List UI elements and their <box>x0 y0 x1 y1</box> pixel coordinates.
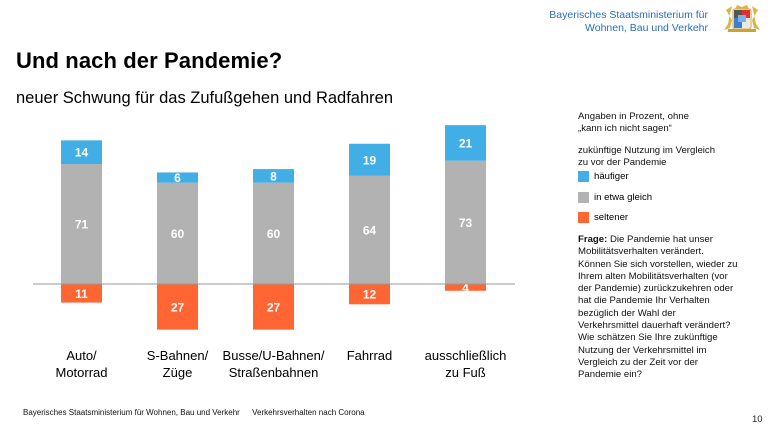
category-label: Busse/U-Bahnen/Straßenbahnen <box>214 347 334 381</box>
data-label: 27 <box>267 300 281 314</box>
legend-label: seltener <box>594 212 629 223</box>
bar-segment-seltener-2 <box>253 284 294 330</box>
data-note-line-2: „kann ich nicht sagen“ <box>578 123 672 135</box>
data-label: 64 <box>363 223 377 237</box>
legend-title-line-2: zu vor der Pandemie <box>578 157 667 169</box>
data-label: 60 <box>171 227 185 241</box>
legend-label: häufiger <box>594 171 629 182</box>
page-number: 10 <box>752 414 763 425</box>
footer: Bayerisches Staatsministerium für Wohnen… <box>23 408 365 417</box>
footer-topic: Verkehrsverhalten nach Corona <box>252 408 365 417</box>
ministry-line-2: Wohnen, Bau und Verkehr <box>585 22 708 34</box>
ministry-name: Bayerisches Staatsministerium für Wohnen… <box>549 9 708 35</box>
bar-segment-häufiger-0 <box>61 140 102 165</box>
question-text: Die Pandemie hat unser Mobilitätsverhalt… <box>578 234 738 381</box>
data-note: Angaben in Prozent, ohne „kann ich nicht… <box>578 111 689 136</box>
legend-label: in etwa gleich <box>594 192 653 203</box>
bar-segment-seltener-3 <box>349 284 390 305</box>
bar-segment-häufiger-4 <box>445 125 486 161</box>
legend-title-line-1: zukünftige Nutzung im Vergleich <box>578 145 716 156</box>
bar-segment-häufiger-3 <box>349 143 390 176</box>
bar-segment-seltener-4 <box>445 284 486 291</box>
question-label: Frage: <box>578 234 608 245</box>
legend-swatch-haeufiger <box>578 171 589 182</box>
data-label: 12 <box>363 288 377 302</box>
data-label: 73 <box>459 216 473 230</box>
bar-segment-seltener-1 <box>157 284 198 330</box>
category-label-line: ausschließlich <box>424 348 507 363</box>
data-label: 71 <box>75 218 89 232</box>
bar-segment-seltener-0 <box>61 284 102 303</box>
category-label: Auto/Motorrad <box>22 347 142 381</box>
category-label-line: Auto/ <box>66 348 97 363</box>
legend-item-gleich: in etwa gleich <box>578 192 652 203</box>
coat-of-arms-icon <box>724 5 760 32</box>
category-label: S-Bahnen/Züge <box>118 347 238 381</box>
bar-segment-häufiger-2 <box>253 169 294 183</box>
legend-title: zukünftige Nutzung im Vergleich zu vor d… <box>578 145 715 170</box>
category-label-line: zu Fuß <box>445 365 486 380</box>
bar-segment-in-etwa-gleich-3 <box>349 175 390 284</box>
bar-segment-in-etwa-gleich-0 <box>61 164 102 284</box>
page-title: Und nach der Pandemie? <box>16 48 283 73</box>
data-label: 19 <box>363 153 377 167</box>
legend-item-seltener: seltener <box>578 212 628 223</box>
data-note-line-1: Angaben in Prozent, ohne <box>578 111 689 122</box>
page-subtitle: neuer Schwung für das Zufußgehen und Rad… <box>16 89 394 107</box>
category-label-line: S-Bahnen/ <box>146 348 209 363</box>
footer-organization: Bayerisches Staatsministerium für Wohnen… <box>23 408 240 417</box>
data-label: 4 <box>462 281 469 295</box>
survey-question: Frage: Die Pandemie hat unser Mobilitäts… <box>578 234 738 382</box>
data-label: 27 <box>171 300 185 314</box>
category-label-line: Fahrrad <box>346 348 393 363</box>
data-label: 8 <box>270 169 277 183</box>
bar-segment-häufiger-1 <box>157 172 198 183</box>
bar-segment-in-etwa-gleich-4 <box>445 160 486 284</box>
category-label-line: Busse/U-Bahnen/ <box>222 348 325 363</box>
data-label: 14 <box>75 146 89 160</box>
ministry-line-1: Bayerisches Staatsministerium für <box>549 9 708 21</box>
category-label: Fahrrad <box>310 347 430 381</box>
data-label: 60 <box>267 227 281 241</box>
data-label: 21 <box>459 136 473 150</box>
stacked-bar-chart: 71 14 11 60 6 27 60 8 27 64 19 12 73 21 4 <box>33 125 515 330</box>
category-label-line: Motorrad <box>55 365 108 380</box>
data-label: 11 <box>75 287 88 301</box>
bar-segment-in-etwa-gleich-2 <box>253 182 294 284</box>
legend-swatch-seltener <box>578 212 589 223</box>
legend-item-haeufiger: häufiger <box>578 171 629 182</box>
category-label-line: Straßenbahnen <box>228 365 319 380</box>
legend-swatch-gleich <box>578 192 589 203</box>
data-label: 6 <box>174 171 181 185</box>
category-label-line: Züge <box>162 365 193 380</box>
bar-segment-in-etwa-gleich-1 <box>157 182 198 284</box>
category-label: ausschließlich zu Fuß <box>406 347 526 381</box>
